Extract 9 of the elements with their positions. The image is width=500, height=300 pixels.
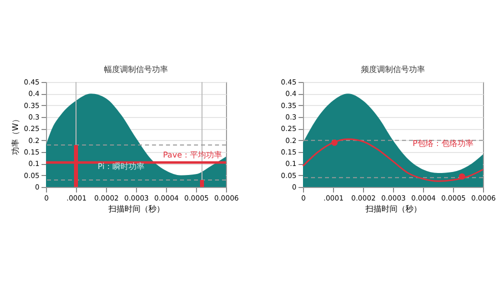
annotation: Pi：瞬时功率: [98, 162, 144, 171]
chart-title: 频度调制信号功率: [361, 65, 425, 74]
x-axis-title: 扫描时间（秒）: [364, 204, 422, 214]
chart-title: 幅度调制信号功率: [104, 65, 168, 74]
ref-line-label: Pave：平均功率: [162, 150, 222, 160]
annotation: P包络：包络功率: [412, 139, 474, 148]
line-series: [302, 138, 484, 182]
x-axis-title: 扫描时间（秒）: [108, 204, 164, 214]
y-axis-title: 功率（W）: [10, 115, 20, 155]
